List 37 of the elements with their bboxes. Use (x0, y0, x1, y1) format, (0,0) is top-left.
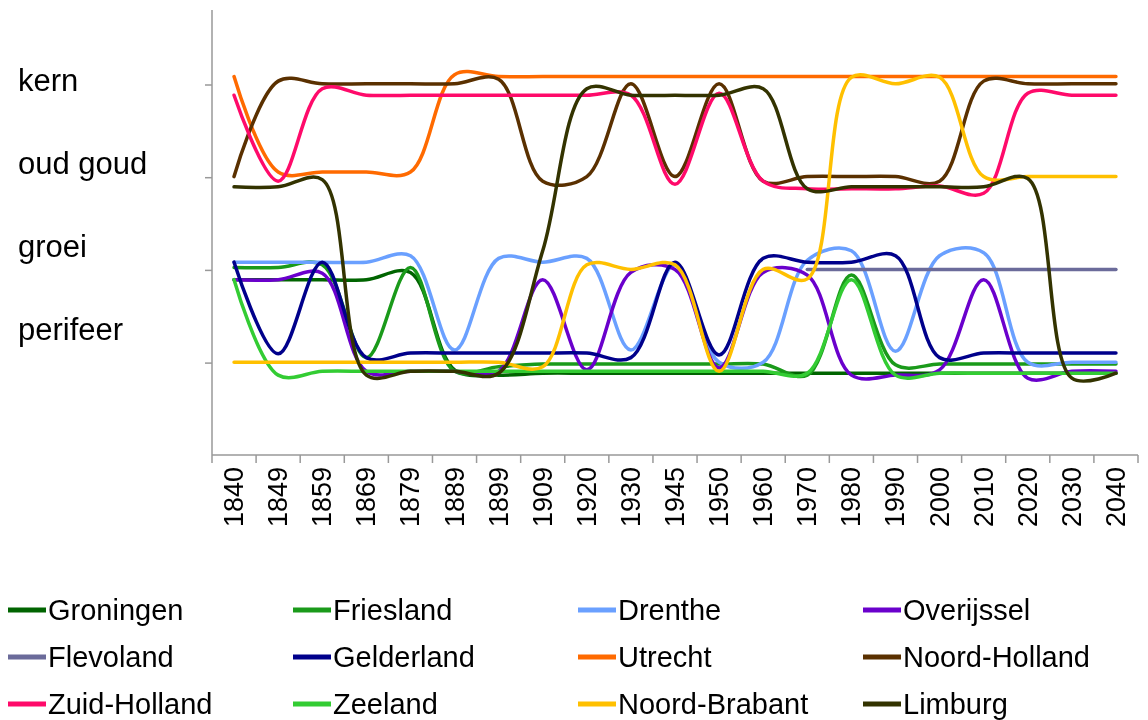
legend-label: Zuid-Holland (48, 688, 213, 720)
text: perifeer (18, 312, 124, 348)
x-tick-label: 1960 (748, 467, 779, 528)
x-tick-label: 1970 (792, 467, 823, 528)
x-tick-label: 1869 (351, 467, 382, 528)
x-tick-label: 1840 (219, 467, 250, 528)
x-tick-label: 2000 (924, 467, 955, 528)
x-tick-label: 2030 (1056, 467, 1087, 528)
x-tick-label: 1950 (704, 467, 735, 528)
text: kern (18, 63, 79, 99)
x-tick-label: 1879 (395, 467, 426, 528)
legend-label: Drenthe (618, 594, 722, 627)
text: groei (18, 229, 87, 265)
x-tick-label: 1930 (615, 467, 646, 528)
x-tick-label: 1849 (263, 467, 294, 528)
legend-label: Noord-Brabant (618, 688, 809, 720)
legend-label: Utrecht (618, 641, 712, 674)
legend-label: Noord-Holland (903, 641, 1090, 674)
x-tick-label: 2020 (1012, 467, 1043, 528)
legend-label: Groningen (48, 594, 184, 627)
x-tick-label: 2010 (968, 467, 999, 528)
legend-label: Friesland (333, 594, 453, 627)
x-tick-label: 1980 (836, 467, 867, 528)
x-tick-label: 1920 (571, 467, 602, 528)
legend-label: Gelderland (333, 641, 475, 674)
x-tick-label: 1859 (307, 467, 338, 528)
x-tick-label: 1909 (527, 467, 558, 528)
x-tick-label: 1990 (880, 467, 911, 528)
x-tick-label: 1945 (660, 467, 690, 528)
legend-label: Zeeland (333, 688, 438, 720)
legend-label: Overijssel (903, 594, 1031, 627)
legend-label: Limburg (903, 688, 1008, 720)
legend-label: Flevoland (48, 641, 174, 674)
x-tick-label: 2040 (1100, 467, 1131, 528)
x-tick-label: 1889 (439, 467, 470, 528)
text: oud goud (18, 146, 148, 182)
x-tick-label: 1899 (483, 467, 514, 528)
